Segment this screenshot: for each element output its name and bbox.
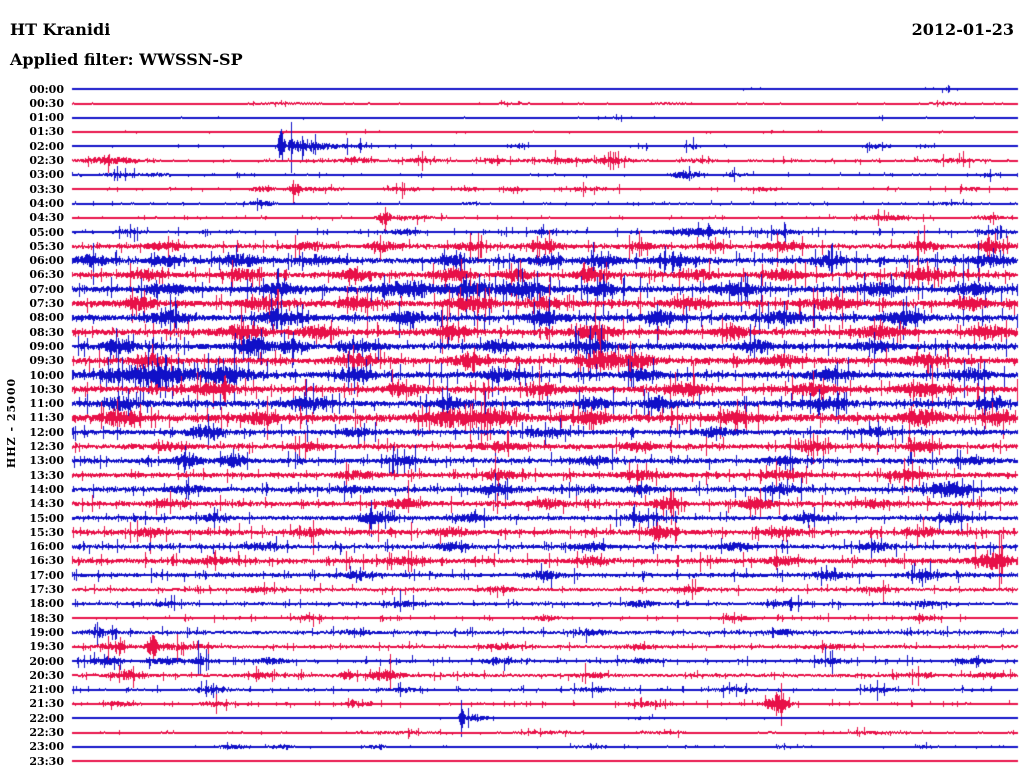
helicorder-page: HT Kranidi Applied filter: WWSSN-SP 2012… xyxy=(0,0,1024,780)
helicorder-plot xyxy=(0,0,1024,780)
